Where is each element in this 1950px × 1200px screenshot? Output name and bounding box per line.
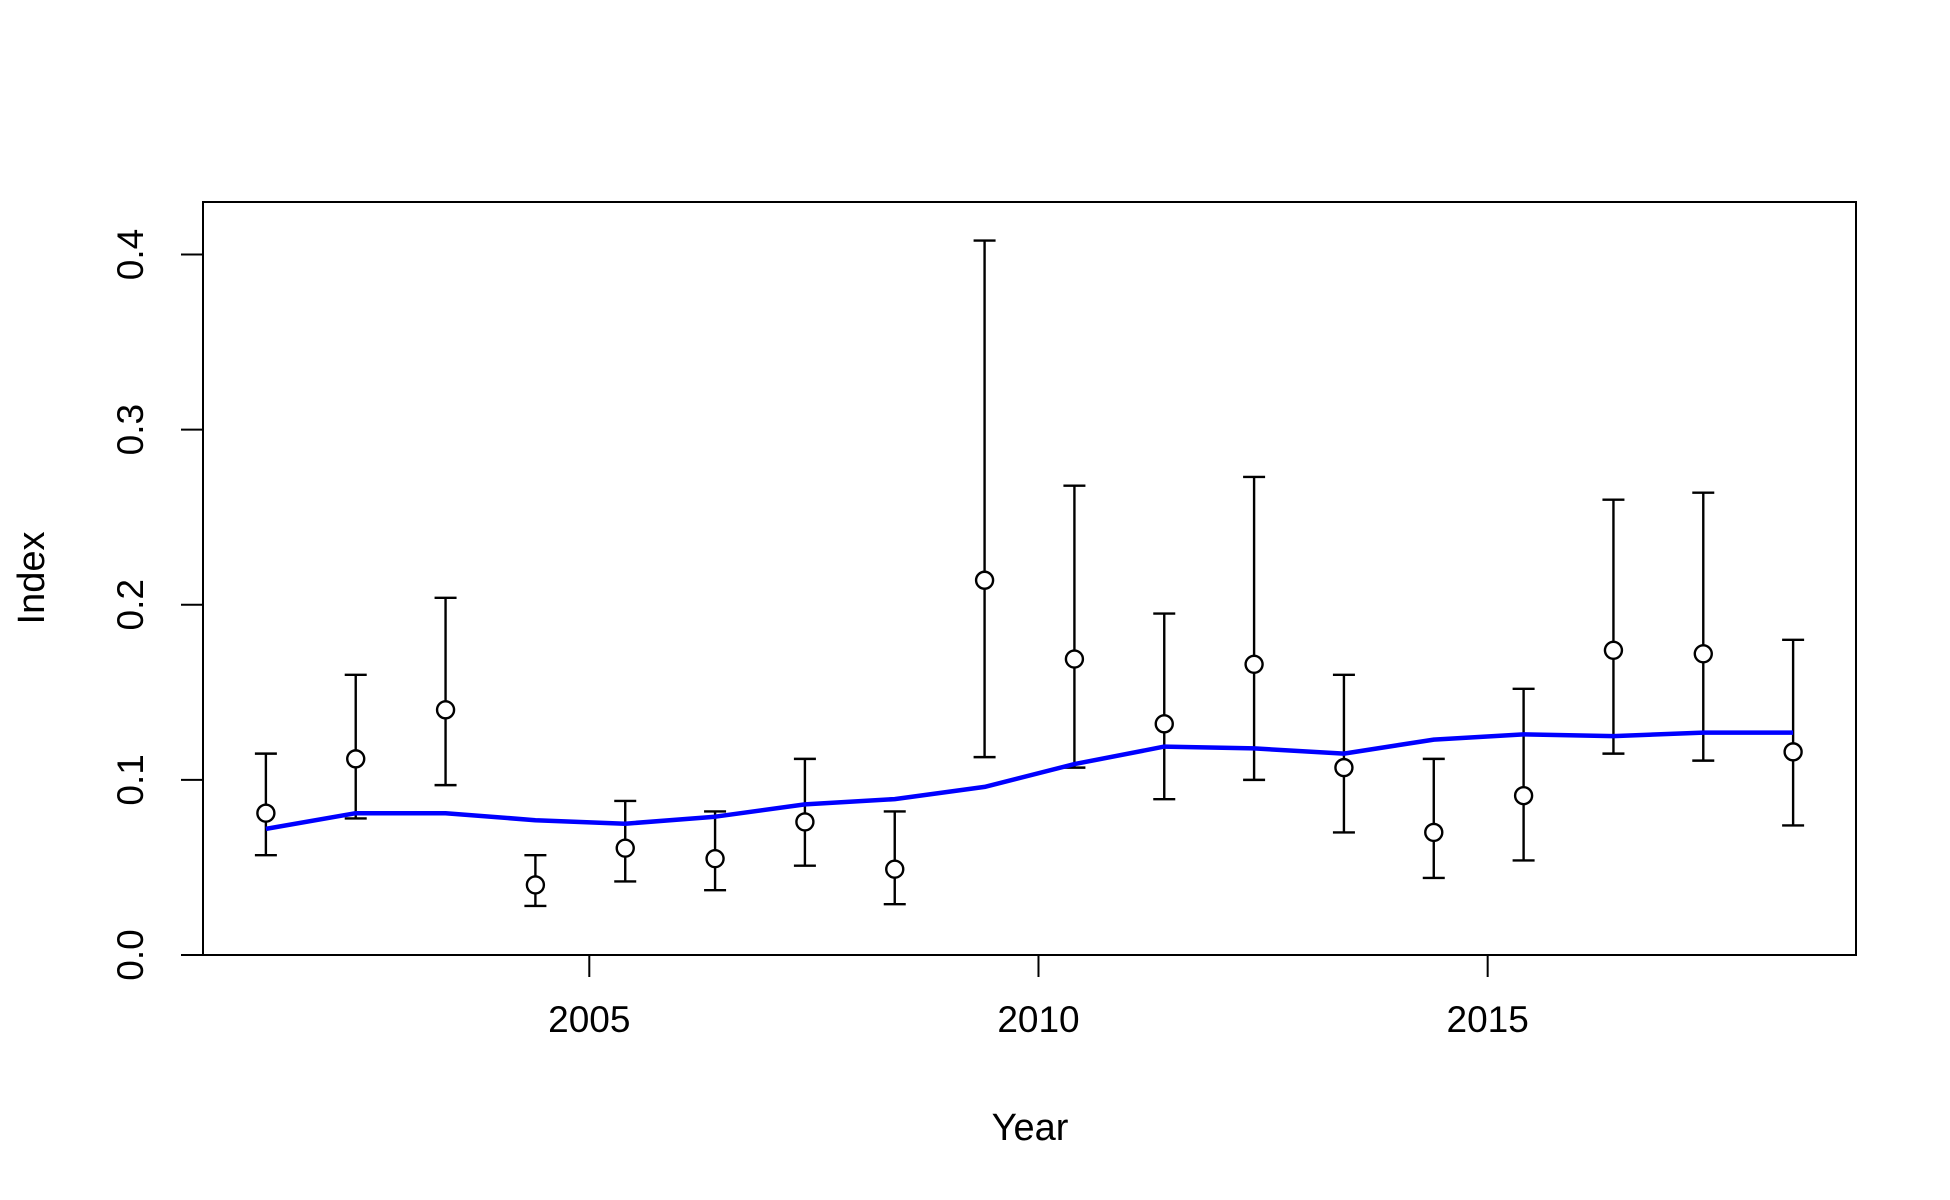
error-bars <box>254 239 1805 908</box>
x-tick-label: 2005 <box>548 999 630 1040</box>
data-point <box>1064 649 1085 669</box>
data-point <box>1154 714 1174 734</box>
data-point <box>615 838 635 858</box>
data-point <box>1424 822 1444 843</box>
data-point <box>705 848 725 869</box>
x-tick-label: 2010 <box>997 999 1079 1040</box>
y-tick-label: 0.4 <box>110 229 151 280</box>
data-point <box>1603 640 1624 660</box>
fit-line-group <box>265 730 1794 832</box>
data-point <box>1783 742 1803 762</box>
data-point <box>1244 654 1264 675</box>
data-point <box>1693 644 1713 664</box>
x-axis-label: Year <box>992 1107 1069 1149</box>
y-tick-label: 0.1 <box>110 754 151 805</box>
data-point <box>435 700 456 720</box>
data-point <box>885 859 905 879</box>
data-point <box>1513 785 1534 806</box>
y-tick-label: 0.0 <box>110 929 151 980</box>
data-point <box>795 812 815 832</box>
data-point <box>525 875 546 895</box>
y-axis-label: Index <box>11 532 53 625</box>
y-tick-label: 0.2 <box>110 579 151 630</box>
x-tick-label: 2015 <box>1447 999 1529 1040</box>
data-point <box>1334 757 1354 778</box>
data-point <box>974 570 995 590</box>
x-axis: 2005 2010 2015 <box>548 954 1529 1040</box>
y-axis: 0.0 0.1 0.2 0.3 0.4 <box>110 229 204 981</box>
data-point <box>346 749 366 769</box>
data-points <box>256 570 1803 895</box>
y-tick-label: 0.3 <box>110 404 151 455</box>
fit-line <box>265 730 1794 832</box>
data-point <box>256 803 276 823</box>
